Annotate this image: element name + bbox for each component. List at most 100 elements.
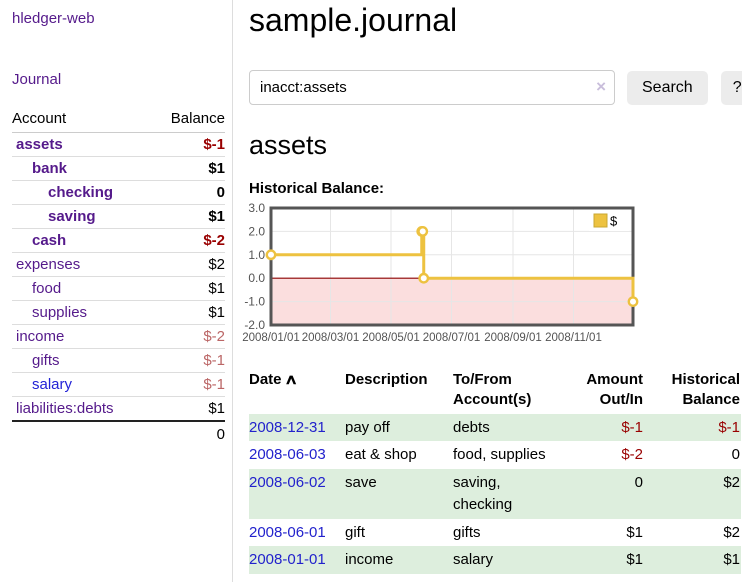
transaction-date-link[interactable]: 2008-06-01: [249, 523, 326, 541]
accounts-total-row: 0: [12, 420, 225, 447]
account-name-cell: cash: [12, 228, 151, 253]
account-link[interactable]: food: [32, 280, 62, 297]
account-balance: $-2: [150, 228, 225, 253]
account-row: assets $-1: [12, 132, 225, 157]
account-balance: $1: [150, 204, 225, 229]
svg-text:3.0: 3.0: [248, 201, 265, 215]
register-header-balance: Historical Balance: [671, 371, 740, 409]
transaction-amount: $-2: [621, 446, 643, 464]
accounts-total-spacer: [12, 420, 151, 447]
sort-ascending-icon: ∧: [283, 371, 298, 387]
account-balance: $1: [150, 300, 225, 325]
account-row: bank $1: [12, 156, 225, 181]
svg-text:$: $: [610, 214, 618, 229]
accounts-header-account: Account: [12, 106, 151, 133]
app-title-link[interactable]: hledger-web: [12, 10, 95, 27]
account-heading: assets: [249, 130, 328, 160]
date-header-label: Date: [249, 371, 282, 388]
clear-search-icon[interactable]: ×: [596, 77, 606, 96]
transaction-balance: $1: [723, 551, 740, 569]
account-name-cell: bank: [12, 156, 151, 181]
account-row: supplies $1: [12, 300, 225, 325]
account-link[interactable]: expenses: [16, 256, 81, 273]
accounts-total-value: 0: [150, 420, 225, 447]
account-link[interactable]: salary: [32, 376, 73, 393]
account-name-cell: food: [12, 276, 151, 301]
main-content: sample.journal × Search ? assets Histori…: [233, 0, 742, 582]
register-header-description: Description: [345, 371, 428, 388]
search-button[interactable]: Search: [627, 70, 708, 105]
transaction-description: income: [345, 551, 394, 569]
account-balance: $1: [150, 276, 225, 301]
sidebar-item-journal[interactable]: Journal: [12, 71, 62, 88]
account-row: food $1: [12, 276, 225, 301]
account-balance: $1: [208, 400, 225, 417]
account-balance: $-2: [150, 324, 225, 349]
account-balance: $-1: [150, 348, 225, 373]
account-link[interactable]: gifts: [32, 352, 60, 369]
transaction-date-link[interactable]: 2008-12-31: [249, 418, 326, 436]
svg-text:2008/05/01: 2008/05/01: [362, 332, 420, 344]
transaction-amount: 0: [634, 474, 643, 491]
account-name-cell: saving: [12, 204, 151, 229]
transaction-date-cell: 2008-01-01: [249, 546, 345, 574]
svg-text:2.0: 2.0: [248, 224, 265, 238]
transaction-amount: $1: [626, 523, 643, 541]
transaction-description: pay off: [345, 418, 390, 436]
register-row: 2008-01-01 income salary $1 $1: [249, 546, 741, 574]
register-row: 2008-06-01 gift gifts $1 $2: [249, 519, 741, 547]
account-link[interactable]: income: [16, 328, 65, 345]
transaction-accounts: food, supplies: [453, 446, 546, 464]
search-input[interactable]: [249, 70, 615, 105]
account-link[interactable]: checking: [48, 184, 114, 201]
transaction-date-link[interactable]: 2008-01-01: [249, 551, 326, 569]
account-balance: $1: [150, 156, 225, 181]
register-row: 2008-12-31 pay off debts $-1 $-1: [249, 413, 741, 442]
account-link[interactable]: saving: [48, 208, 96, 225]
transaction-accounts: gifts: [453, 523, 481, 541]
account-name-cell: expenses: [12, 252, 151, 277]
account-name-cell: liabilities:debts: [12, 397, 151, 422]
search-box: ×: [249, 70, 615, 105]
help-button[interactable]: ?: [720, 70, 742, 105]
svg-text:2008/01/01: 2008/01/01: [242, 332, 300, 344]
account-link[interactable]: cash: [32, 232, 67, 249]
account-link[interactable]: assets: [16, 136, 63, 153]
accounts-header-row: Account Balance: [12, 106, 225, 133]
transaction-amount: $1: [626, 551, 643, 569]
svg-text:2008/11/01: 2008/11/01: [545, 332, 602, 344]
transaction-balance: $2: [723, 474, 740, 491]
account-row: gifts $-1: [12, 348, 225, 373]
account-row: expenses $2: [12, 252, 225, 277]
register-row: 2008-06-02 save saving, checking 0 $2: [249, 469, 741, 519]
transaction-accounts: debts: [453, 418, 490, 436]
account-link[interactable]: supplies: [32, 304, 88, 321]
transaction-date-cell: 2008-06-03: [249, 441, 345, 469]
transaction-date-link[interactable]: 2008-06-03: [249, 446, 326, 464]
account-link[interactable]: liabilities:debts: [16, 400, 114, 417]
chart-label: Historical Balance:: [249, 180, 385, 197]
svg-text:-2.0: -2.0: [244, 318, 265, 332]
transaction-accounts: saving, checking: [453, 474, 513, 513]
account-name-cell: supplies: [12, 300, 151, 325]
account-row: saving $1: [12, 204, 225, 229]
transaction-balance: $2: [723, 523, 740, 541]
account-name-cell: gifts: [12, 348, 151, 373]
account-name-cell: assets: [12, 132, 151, 157]
svg-text:2008/09/01: 2008/09/01: [484, 332, 542, 344]
transaction-amount: $-1: [621, 418, 643, 436]
register-header-amount: Amount Out/In: [586, 371, 643, 409]
register-header-date[interactable]: Date ∧: [249, 367, 345, 414]
transaction-accounts: salary: [453, 551, 494, 569]
account-name-cell: salary: [12, 372, 151, 397]
transaction-date-link[interactable]: 2008-06-02: [249, 474, 326, 491]
transaction-date-cell: 2008-06-02: [249, 469, 345, 519]
transaction-date-cell: 2008-06-01: [249, 519, 345, 547]
account-row: cash $-2: [12, 228, 225, 253]
account-row: income $-2: [12, 324, 225, 349]
page-title: sample.journal: [249, 2, 458, 38]
historical-balance-chart: $3.0 2.0 1.0 0.0 -1.0 -2.0 2008/01/01 2008/03/0…: [241, 201, 742, 355]
account-link[interactable]: bank: [32, 160, 68, 177]
account-balance: $2: [150, 252, 225, 277]
search-form: × Search ?: [249, 70, 742, 105]
